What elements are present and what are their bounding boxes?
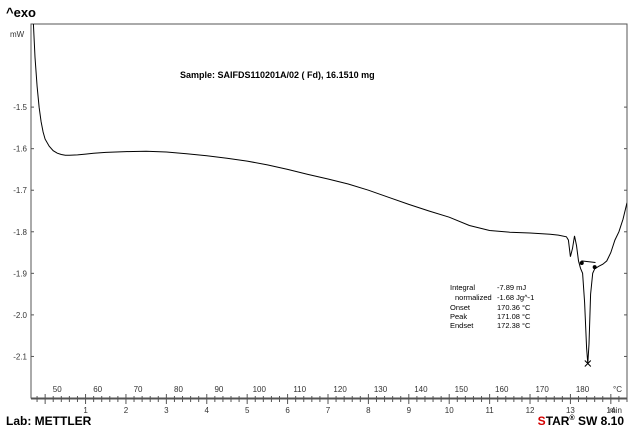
y-tick-label: -2.0 [13,311,27,320]
y-tick-label: -1.8 [13,228,27,237]
temp-tick-label: 160 [495,385,509,394]
temp-tick-label: 110 [293,385,306,394]
temp-unit-label: °C [613,385,622,394]
onset-marker [579,260,584,265]
time-tick-label: 4 [205,406,210,415]
annotation-value: -1.68 Jg^-1 [497,293,534,302]
chart-title: Sample: SAIFDS110201A/02 ( Fd), 16.1510 … [180,70,375,80]
lab-label: Lab: METTLER [6,414,92,428]
temp-tick-label: 50 [53,385,62,394]
temp-tick-label: 90 [214,385,223,394]
temp-tick-label: 70 [134,385,143,394]
registered-mark: ® [569,415,575,422]
plot-frame [30,23,628,399]
time-tick-label: 2 [124,406,129,415]
annotation-label: normalized [455,293,492,302]
time-tick-label: 11 [485,406,494,415]
exo-direction-label: ^exo [6,5,36,20]
annotation-label: Endset [450,321,474,330]
annotation-value: 170.36 °C [497,303,531,312]
integration-baseline [581,260,596,264]
annotation-value: 172.38 °C [497,321,531,330]
integration-marks [579,260,597,367]
y-tick-label: -1.6 [13,145,27,154]
time-tick-label: 8 [366,406,371,415]
y-tick-label: -2.1 [13,352,27,361]
temp-tick-label: 150 [455,385,469,394]
temp-tick-label: 80 [174,385,183,394]
time-tick-label: 12 [526,406,535,415]
temp-tick-label: 140 [414,385,428,394]
dsc-curve [32,24,627,364]
time-tick-label: 1 [83,406,88,415]
y-tick-label: -1.7 [13,186,27,195]
software-brand-tar: TAR [545,414,570,428]
temp-tick-label: 60 [93,385,102,394]
temp-tick-label: 170 [535,385,549,394]
time-tick-label: 6 [285,406,290,415]
y-tick-label: -1.9 [13,269,27,278]
time-tick-label: 9 [407,406,412,415]
series-group [32,24,627,364]
time-tick-label: 10 [445,406,454,415]
time-tick-label: 13 [566,406,575,415]
temp-tick-label: 100 [253,385,267,394]
peak-marker [584,360,592,367]
time-unit-label: min [609,406,622,415]
temp-tick-label: 180 [576,385,590,394]
annotation-label: Onset [450,303,471,312]
y-axis: -1.5 -1.6 -1.7 -1.8 -1.9 -2.0 -2.1 [13,103,627,361]
result-annotation: Integral normalized Onset Peak Endset -7… [450,283,534,330]
software-label: STAR® SW 8.10 [538,414,624,428]
temp-tick-label: 130 [374,385,388,394]
annotation-label: Peak [450,312,467,321]
software-brand-s: S [537,414,546,428]
temp-tick-label: 120 [333,385,347,394]
annotation-value: -7.89 mJ [497,283,526,292]
time-tick-label: 3 [164,406,169,415]
annotation-label: Integral [450,283,475,292]
endset-marker [592,265,597,270]
y-axis-unit: mW [10,30,25,39]
time-tick-label: 7 [326,406,331,415]
annotation-value: 171.08 °C [497,312,531,321]
y-tick-label: -1.5 [13,103,27,112]
time-tick-label: 14 [606,406,615,415]
time-tick-label: 5 [245,406,250,415]
software-version: SW 8.10 [574,414,624,428]
